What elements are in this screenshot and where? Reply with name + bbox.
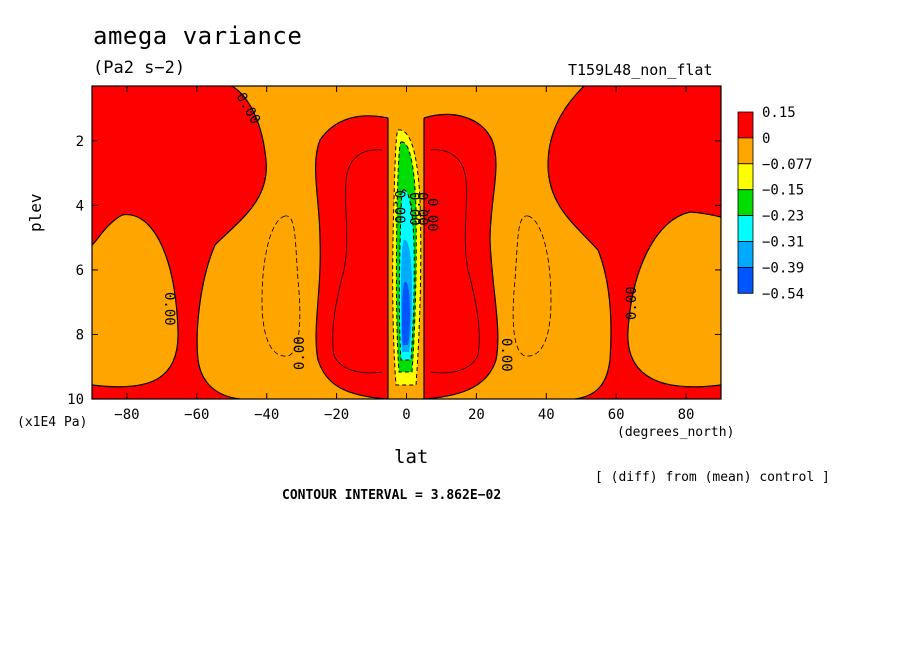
x-axis-units: (degrees_north) — [617, 425, 735, 440]
difference-note: [ (diff) from (mean) control ] — [595, 470, 830, 485]
x-tick-label: −80 — [114, 407, 139, 423]
contour-interval: CONTOUR INTERVAL = 3.862E−02 — [282, 488, 502, 503]
x-tick-label: 60 — [608, 407, 625, 423]
red-region-north — [548, 86, 721, 399]
colorbar-label: −0.54 — [762, 286, 804, 302]
contour-label: 0.00 — [498, 338, 514, 372]
colorbar-label: 0 — [762, 131, 770, 147]
y-axis-units: (x1E4 Pa) — [17, 415, 88, 430]
x-tick-label: 40 — [538, 407, 555, 423]
contour-label: 0.00 — [161, 292, 177, 326]
x-tick-label: −60 — [184, 407, 209, 423]
x-tick-label: 80 — [678, 407, 695, 423]
contour-lines — [92, 86, 721, 399]
x-tick-label: −40 — [254, 407, 279, 423]
red-region-south — [92, 86, 267, 399]
y-tick-label: 4 — [76, 198, 84, 214]
chart-title: amega variance — [93, 22, 303, 50]
colorbar-swatch — [737, 111, 754, 139]
contour-label: 0.00 — [406, 192, 422, 226]
chart-units: (Pa2 s−2) — [93, 58, 186, 78]
colorbar: 0.15 0 −0.077 −0.15 −0.23 −0.31 −0.39 −0.54 — [737, 105, 813, 302]
colorbar-label: −0.15 — [762, 183, 804, 199]
colorbar-swatch — [737, 266, 754, 294]
x-axis-label: lat — [394, 446, 429, 468]
x-tick-label: −20 — [324, 407, 349, 423]
y-tick-label: 10 — [67, 392, 84, 408]
red-region-north-mid — [424, 114, 498, 399]
colorbar-label: −0.077 — [762, 157, 813, 173]
x-tick-label: 0 — [402, 407, 410, 423]
eq-blue — [402, 281, 410, 345]
contour-label: 0.00 — [292, 336, 308, 370]
contour-label: 0.00 — [414, 192, 430, 226]
colorbar-label: 0.15 — [762, 105, 796, 121]
y-tick-label: 6 — [76, 263, 84, 279]
colorbar-swatch — [737, 189, 754, 216]
y-tick-label: 2 — [76, 134, 84, 150]
contour-label: 0.00 — [391, 190, 407, 224]
x-axis: −80 −60 −40 −20 0 20 40 60 80 — [114, 86, 694, 423]
contour-label: 0.00 — [424, 198, 440, 232]
colorbar-swatch — [737, 163, 754, 191]
contour-label: 0.00 — [624, 286, 640, 320]
colorbar-label: −0.39 — [762, 260, 804, 276]
colorbar-swatch — [737, 215, 754, 242]
colorbar-label: −0.31 — [762, 235, 804, 251]
colorbar-label: −0.23 — [762, 209, 804, 225]
red-region-south-mid — [315, 115, 388, 399]
x-tick-label: 20 — [468, 407, 485, 423]
y-tick-label: 8 — [76, 327, 84, 343]
contour-label-group: 0.00 0.00 0.00 0.00 0.00 0.00 0.00 0.00 … — [161, 90, 640, 372]
y-axis: 2 4 6 8 10 — [67, 134, 721, 408]
colorbar-swatch — [737, 137, 754, 165]
experiment-label: T159L48_non_flat — [568, 61, 713, 79]
colorbar-swatch — [737, 241, 754, 268]
filled-contours: 0.00 0.00 0.00 0.00 0.00 0.00 0.00 0.00 … — [92, 86, 721, 399]
